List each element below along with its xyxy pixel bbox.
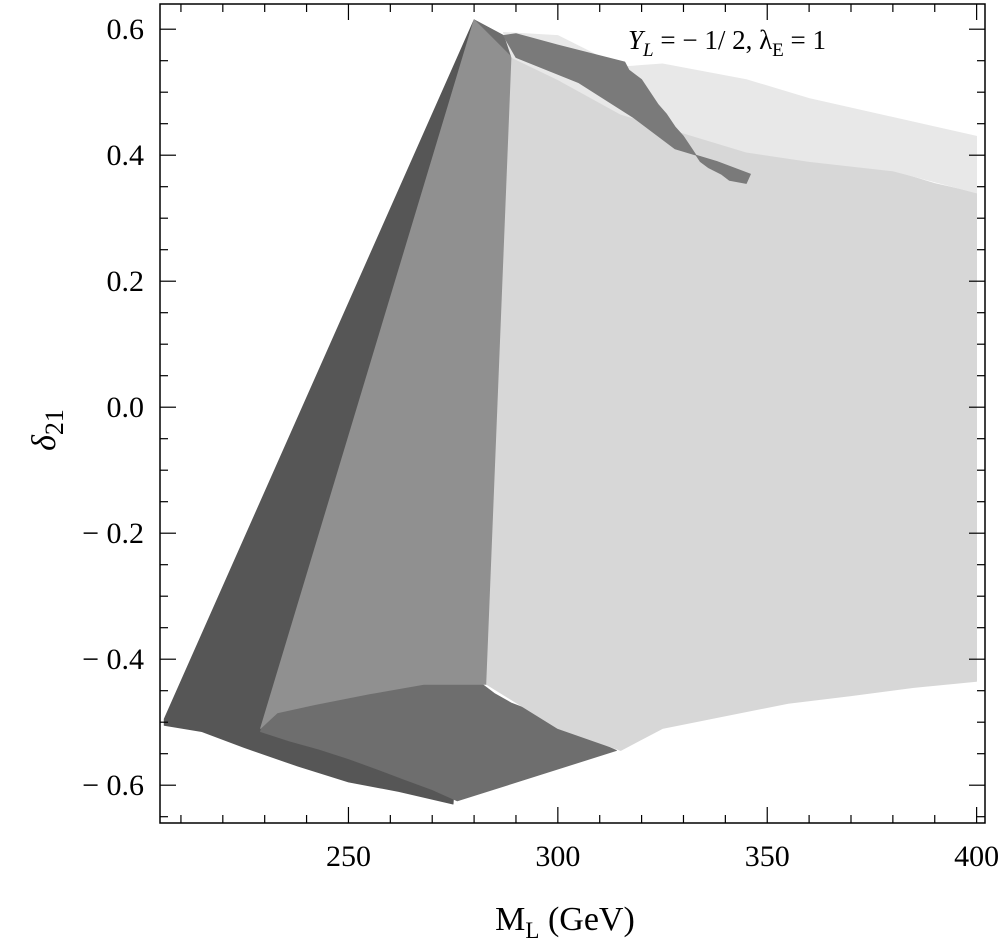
annotation-lambda-subscript: E: [772, 40, 784, 61]
x-tick-label: 350: [745, 840, 790, 873]
y-tick-label: − 0.2: [82, 517, 144, 550]
y-tick-label: 0.0: [107, 391, 145, 424]
y-axis-title-subscript: 21: [40, 409, 69, 435]
plot-frame: [159, 3, 986, 824]
annotation-end: = 1: [784, 25, 826, 55]
annotation-mid: = − 1/ 2,: [654, 25, 759, 55]
x-axis-title-suffix: (GeV): [539, 901, 634, 938]
tick-layer: 250 300 350 400 0.6 0.4 0.2 0.0 − 0.2 − 0.4 − 0.6: [82, 4, 999, 873]
x-tick-label: 250: [326, 840, 371, 873]
y-axis-title-main: δ: [26, 434, 63, 451]
x-axis-title: ML (GeV): [495, 901, 635, 943]
x-axis-title-subscript: L: [525, 918, 539, 943]
y-tick-label: − 0.4: [82, 643, 144, 676]
annotation: YL = − 1/ 2, λE = 1: [628, 25, 826, 61]
y-tick-label: 0.6: [107, 13, 145, 46]
region-upper-band: [502, 33, 751, 184]
x-axis-title-main: M: [495, 901, 525, 938]
region-medium: [260, 19, 513, 729]
y-axis-title: δ21: [26, 409, 69, 451]
region-layer: [163, 19, 977, 805]
y-tick-label: − 0.6: [82, 769, 144, 802]
y-tick-label: 0.4: [107, 139, 145, 172]
annotation-lambda-symbol: λ: [759, 25, 772, 55]
annotation-y-symbol: Y: [628, 25, 646, 55]
x-tick-label: 300: [535, 840, 580, 873]
annotation-y-subscript: L: [642, 40, 654, 61]
x-tick-label: 400: [954, 840, 999, 873]
y-tick-label: 0.2: [107, 265, 145, 298]
